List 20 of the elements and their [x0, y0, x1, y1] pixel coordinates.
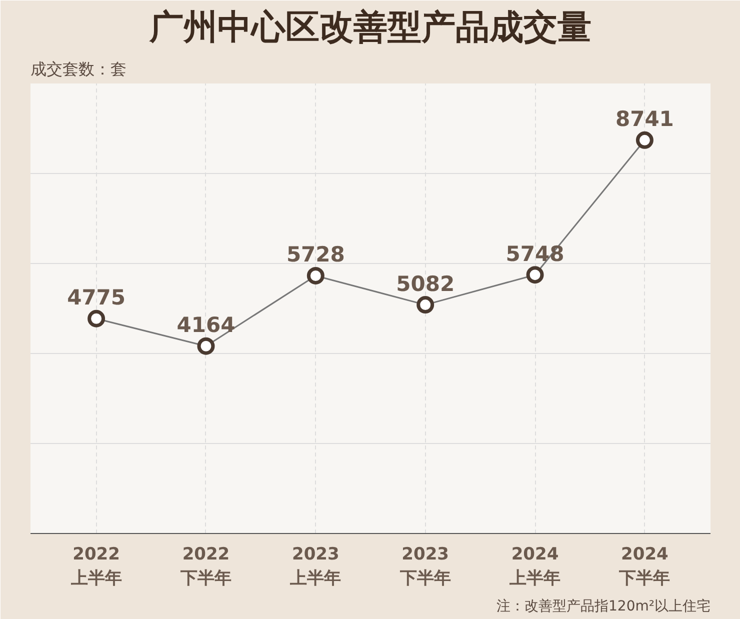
- data-label: 5082: [396, 272, 455, 296]
- y-axis-title: 成交套数：套: [30, 60, 126, 78]
- point: [636, 131, 654, 149]
- data-label: 4775: [67, 286, 126, 310]
- data-label: 8741: [615, 107, 674, 132]
- x-tick-label: 2023 上半年: [289, 544, 342, 588]
- x-tick-label: 2022 下半年: [179, 544, 232, 588]
- x-tick-label: 2022 上半年: [70, 544, 122, 588]
- x-tick-label: 2024 下半年: [618, 544, 670, 588]
- point: [306, 267, 324, 284]
- data-label: 4164: [176, 313, 236, 338]
- point: [197, 337, 215, 355]
- data-label: 5728: [286, 242, 345, 267]
- x-tick-label: 2024 上半年: [508, 544, 561, 588]
- chart-title: 广州中心区改善型产品成交量: [148, 8, 592, 48]
- text: 注：改善型产品指120m²以上住宅: [496, 598, 711, 614]
- point: [526, 266, 544, 284]
- point: [416, 296, 434, 314]
- x-tick-label: 2023 下半年: [398, 544, 451, 588]
- point: [88, 310, 106, 328]
